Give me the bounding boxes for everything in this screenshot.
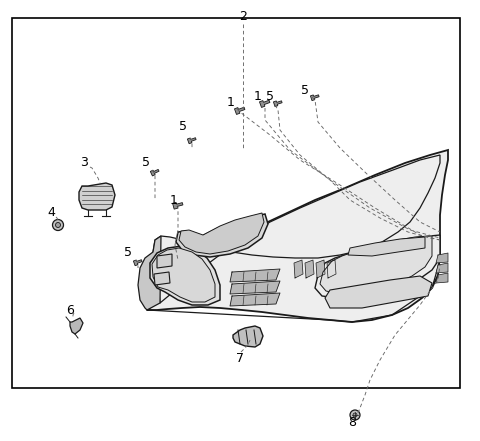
Polygon shape [234, 107, 245, 115]
Polygon shape [138, 236, 161, 310]
Polygon shape [173, 202, 183, 209]
Polygon shape [153, 155, 440, 303]
Text: 1: 1 [227, 97, 235, 109]
Polygon shape [316, 260, 325, 278]
Polygon shape [154, 272, 170, 285]
Text: 5: 5 [266, 90, 274, 102]
Polygon shape [187, 138, 196, 144]
Polygon shape [294, 260, 303, 278]
Text: 5: 5 [142, 157, 150, 169]
Polygon shape [348, 237, 425, 256]
Text: 4: 4 [47, 206, 55, 220]
Circle shape [56, 223, 60, 228]
Polygon shape [305, 260, 314, 278]
Text: 1: 1 [170, 194, 178, 206]
Text: 8: 8 [348, 415, 356, 429]
Circle shape [353, 413, 357, 417]
Text: 5: 5 [179, 120, 187, 132]
Polygon shape [230, 293, 280, 306]
Bar [12, 18, 460, 388]
Text: 7: 7 [236, 351, 244, 365]
Polygon shape [436, 253, 448, 263]
Circle shape [350, 410, 360, 420]
Polygon shape [230, 281, 280, 294]
Polygon shape [150, 169, 159, 176]
Text: 6: 6 [66, 303, 74, 317]
Polygon shape [436, 273, 448, 283]
Polygon shape [320, 236, 432, 294]
Text: 5: 5 [124, 246, 132, 258]
Circle shape [52, 220, 63, 231]
Polygon shape [176, 214, 268, 257]
Polygon shape [260, 100, 270, 108]
Text: 3: 3 [80, 157, 88, 169]
Polygon shape [179, 213, 264, 254]
Polygon shape [79, 183, 115, 210]
Polygon shape [230, 269, 280, 282]
Polygon shape [152, 248, 215, 302]
Text: 1: 1 [254, 90, 262, 104]
Polygon shape [327, 260, 336, 278]
Text: 2: 2 [239, 11, 247, 23]
Polygon shape [325, 276, 432, 308]
Polygon shape [147, 150, 448, 322]
Polygon shape [233, 326, 263, 347]
Polygon shape [150, 246, 220, 305]
Polygon shape [157, 254, 172, 268]
Polygon shape [70, 318, 83, 334]
Polygon shape [274, 101, 282, 107]
Polygon shape [311, 95, 319, 101]
Polygon shape [133, 260, 142, 266]
Text: 5: 5 [301, 83, 309, 97]
Polygon shape [436, 263, 448, 273]
Polygon shape [315, 235, 440, 298]
